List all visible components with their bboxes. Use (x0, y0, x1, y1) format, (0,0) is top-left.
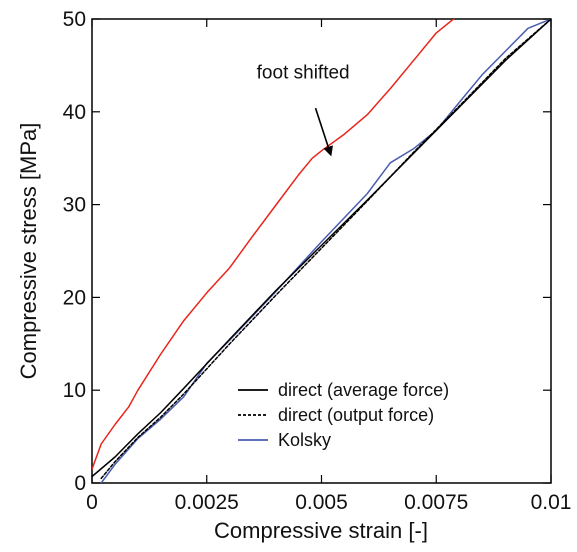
y-tick-label: 50 (63, 8, 86, 31)
x-axis-label: Compressive strain [-] (214, 518, 428, 543)
legend-label: direct (average force) (278, 380, 449, 400)
x-axis-ticks: 0 0.0025 0.005 0.0075 0.01 (86, 19, 571, 514)
y-tick-label: 20 (63, 286, 86, 309)
annotation-layer: foot shifted (257, 62, 350, 157)
series-layer (92, 19, 551, 483)
series-line-2 (100, 19, 551, 483)
annotation-text: foot shifted (257, 62, 350, 83)
x-tick-label: 0 (86, 491, 98, 514)
legend-label: direct (output force) (278, 405, 434, 425)
x-tick-label: 0.0075 (404, 491, 468, 514)
series-line-3 (92, 19, 455, 470)
x-tick-label: 0.01 (531, 491, 572, 514)
y-tick-label: 40 (63, 101, 86, 124)
y-tick-label: 0 (74, 472, 86, 495)
y-tick-label: 10 (63, 379, 86, 402)
series-line-0 (92, 19, 551, 478)
y-axis-label: Compressive stress [MPa] (16, 123, 41, 380)
y-axis-ticks: 0 10 20 30 40 50 (63, 8, 551, 495)
annotation-arrow (314, 107, 333, 157)
legend: direct (average force) direct (output for… (238, 380, 449, 450)
y-tick-label: 30 (63, 194, 86, 217)
x-tick-label: 0.0025 (175, 491, 239, 514)
x-tick-label: 0.005 (295, 491, 348, 514)
legend-label: Kolsky (278, 430, 331, 450)
